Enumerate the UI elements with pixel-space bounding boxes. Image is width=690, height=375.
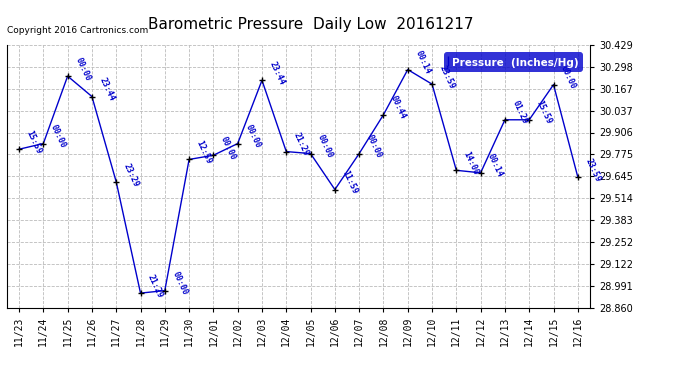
Text: 14:00: 14:00: [462, 150, 481, 177]
Text: 00:00: 00:00: [365, 133, 384, 160]
Text: 00:00: 00:00: [170, 270, 189, 297]
Text: 00:00: 00:00: [559, 64, 578, 91]
Text: 00:14: 00:14: [413, 49, 432, 76]
Text: 00:00: 00:00: [219, 135, 237, 161]
Text: 15:59: 15:59: [535, 99, 553, 126]
Text: 11:59: 11:59: [340, 169, 359, 196]
Text: 00:00: 00:00: [316, 133, 335, 160]
Text: 23:44: 23:44: [97, 76, 116, 103]
Text: 01:29: 01:29: [511, 99, 529, 126]
Text: 21:29: 21:29: [292, 131, 310, 158]
Text: 00:00: 00:00: [244, 123, 262, 150]
Text: Barometric Pressure  Daily Low  20161217: Barometric Pressure Daily Low 20161217: [148, 17, 473, 32]
Text: 15:59: 15:59: [25, 129, 43, 155]
Text: 23:44: 23:44: [268, 60, 286, 87]
Text: 23:29: 23:29: [121, 162, 141, 188]
Text: 21:29: 21:29: [146, 273, 165, 299]
Text: Copyright 2016 Cartronics.com: Copyright 2016 Cartronics.com: [7, 26, 148, 34]
Text: 00:44: 00:44: [389, 94, 408, 121]
Text: 00:00: 00:00: [49, 123, 68, 150]
Legend: Pressure  (Inches/Hg): Pressure (Inches/Hg): [444, 52, 583, 72]
Text: 23:59: 23:59: [437, 64, 456, 90]
Text: 00:14: 00:14: [486, 153, 505, 179]
Text: 00:00: 00:00: [73, 56, 92, 82]
Text: 23:59: 23:59: [583, 157, 602, 183]
Text: 12:59: 12:59: [195, 139, 213, 166]
